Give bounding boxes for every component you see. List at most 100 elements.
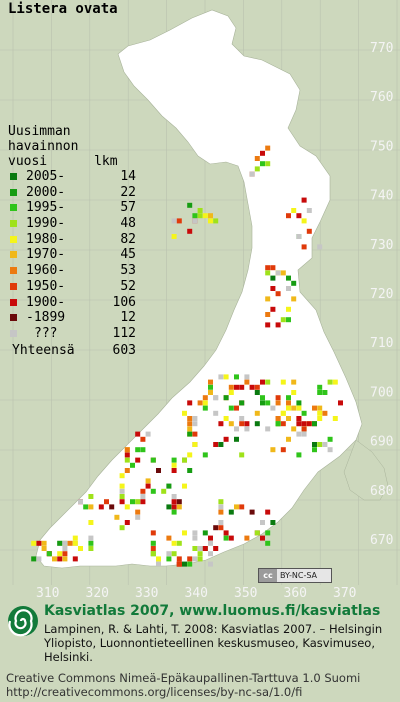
occurrence-square (213, 218, 219, 224)
legend-count: 45 (120, 247, 136, 263)
occurrence-square (301, 421, 307, 427)
occurrence-square (161, 488, 167, 494)
northing-label: 680 (370, 484, 393, 499)
occurrence-square (57, 540, 63, 546)
occurrence-square (150, 488, 156, 494)
occurrence-square (197, 400, 203, 406)
occurrence-square (208, 379, 213, 385)
occurrence-square (228, 535, 234, 541)
legend-label: -1899 (26, 310, 66, 326)
legend-label: 1970- (26, 247, 66, 263)
northing-label: 670 (370, 533, 393, 548)
occurrence-square (317, 442, 323, 447)
occurrence-square (78, 499, 83, 505)
occurrence-square (130, 462, 135, 468)
occurrence-square (140, 436, 146, 442)
occurrence-square (208, 218, 213, 224)
occurrence-square (192, 556, 198, 562)
occurrence-square (270, 265, 276, 271)
occurrence-square (114, 514, 120, 520)
occurrence-square (187, 452, 193, 458)
legend-label: 1900- (26, 294, 66, 310)
occurrence-square (176, 556, 182, 562)
occurrence-square (145, 431, 151, 437)
occurrence-square (265, 400, 271, 406)
easting-label: 350 (234, 586, 257, 600)
legend-swatch (10, 251, 17, 259)
occurrence-square (192, 431, 198, 437)
occurrence-square (286, 317, 291, 323)
occurrence-square (57, 556, 63, 562)
occurrence-square (254, 421, 260, 427)
occurrence-square (291, 208, 297, 213)
occurrence-square (301, 410, 307, 416)
occurrence-square (244, 535, 250, 541)
occurrence-square (135, 447, 141, 453)
occurrence-square (208, 390, 213, 395)
legend-row: 1990- 48 (8, 216, 136, 232)
occurrence-square (171, 499, 177, 505)
occurrence-square (192, 530, 198, 536)
occurrence-square (223, 374, 229, 380)
legend-row: 1980- 82 (8, 232, 136, 248)
occurrence-square (202, 405, 208, 411)
occurrence-square (202, 530, 208, 536)
occurrence-square (286, 395, 291, 401)
occurrence-square (72, 540, 78, 546)
occurrence-square (202, 395, 208, 401)
occurrence-square (286, 416, 291, 421)
citation: Lampinen, R. & Lahti, T. 2008: Kasviatla… (44, 622, 383, 664)
legend-count: 22 (120, 184, 136, 200)
cc-license-badge[interactable]: cc BY-NC-SA (258, 568, 332, 583)
legend-count: 53 (120, 263, 136, 279)
occurrence-square (265, 322, 271, 328)
occurrence-square (254, 390, 260, 395)
occurrence-square (124, 504, 130, 510)
occurrence-square (312, 447, 317, 453)
occurrence-square (275, 322, 281, 328)
legend-row: -1899 12 (8, 310, 136, 326)
occurrence-square (208, 540, 213, 546)
legend-label: 1990- (26, 216, 66, 232)
occurrence-square (88, 504, 94, 510)
occurrence-square (156, 468, 161, 473)
occurrence-square (244, 426, 250, 432)
legend-total-label: Yhteensä (12, 342, 75, 358)
occurrence-square (192, 535, 198, 541)
kasviatlas-link[interactable]: Kasviatlas 2007, www.luomus.fi/kasviatla… (44, 603, 381, 619)
easting-label: 310 (36, 586, 59, 600)
legend-label: 1960- (26, 263, 66, 279)
occurrence-square (260, 400, 265, 406)
occurrence-square (260, 379, 265, 385)
occurrence-square (119, 525, 125, 531)
occurrence-square (88, 540, 94, 546)
occurrence-square (280, 421, 286, 427)
legend-swatch (10, 188, 17, 196)
occurrence-square (312, 442, 317, 447)
occurrence-square (218, 421, 224, 427)
occurrence-square (150, 546, 156, 551)
occurrence-square (234, 384, 239, 390)
occurrence-square (223, 416, 229, 421)
occurrence-square (265, 296, 271, 302)
legend-label: 1995- (26, 200, 66, 216)
occurrence-square (280, 317, 286, 323)
occurrence-square (286, 286, 291, 291)
occurrence-square (228, 509, 234, 515)
easting-label: 320 (86, 586, 109, 600)
occurrence-square (124, 520, 130, 525)
occurrence-square (327, 436, 333, 442)
easting-label: 340 (185, 586, 208, 600)
cc-badge-text: BY-NC-SA (280, 571, 318, 580)
occurrence-square (171, 457, 177, 463)
legend-swatch (10, 204, 17, 212)
occurrence-square (52, 556, 57, 562)
occurrence-square (265, 379, 271, 385)
occurrence-square (265, 509, 271, 515)
occurrence-square (182, 530, 187, 536)
occurrence-square (301, 426, 307, 432)
occurrence-square (286, 213, 291, 219)
legend-swatch (10, 267, 17, 275)
finland-land (35, 9, 363, 569)
occurrence-square (312, 421, 317, 427)
